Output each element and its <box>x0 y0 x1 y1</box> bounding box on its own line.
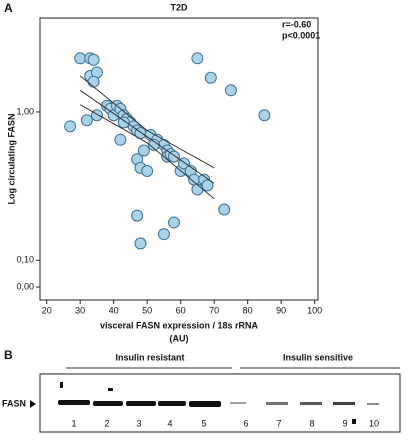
lane-label: 6 <box>243 418 248 428</box>
lane-label: 8 <box>309 418 314 428</box>
point <box>114 133 127 146</box>
fit-line <box>79 75 215 169</box>
annotation: r=-0.60 <box>282 19 311 29</box>
group-label: Insulin sensitive <box>283 352 353 362</box>
annotation: p<0.0001 <box>282 30 320 40</box>
x-tick-label: 20 <box>42 305 52 315</box>
y-tick-label: 1,00 <box>16 106 34 116</box>
x-tick-label: 90 <box>276 305 286 315</box>
x-tick-label: 70 <box>209 305 219 315</box>
marker-label: FASN <box>2 398 26 408</box>
x-tick-label: 30 <box>75 305 85 315</box>
point <box>218 203 231 216</box>
panel-label: A <box>4 1 13 15</box>
point <box>90 109 103 122</box>
plot-frame <box>39 17 319 301</box>
fit-line <box>79 89 215 184</box>
panel-label: B <box>4 348 13 362</box>
point <box>137 144 150 157</box>
x-tick-label: 80 <box>243 305 253 315</box>
point <box>191 183 204 196</box>
lane-label: 10 <box>369 418 379 428</box>
point <box>157 228 170 241</box>
point <box>188 173 201 186</box>
y-tick-label: 0,00 <box>16 281 34 291</box>
point <box>201 179 214 192</box>
point <box>191 52 204 65</box>
x-tick-label: 40 <box>109 305 119 315</box>
point <box>131 209 144 222</box>
lane-label: 1 <box>71 418 76 428</box>
lane-label: 7 <box>276 418 281 428</box>
x-tick-label: 100 <box>307 305 322 315</box>
point <box>258 109 271 122</box>
lane-label: 2 <box>104 418 109 428</box>
group-label: Insulin resistant <box>115 352 184 362</box>
point <box>204 71 217 84</box>
lane-label: 5 <box>201 418 206 428</box>
lane-label: 4 <box>167 418 172 428</box>
lane-label: 9 <box>342 418 347 428</box>
point <box>74 52 87 65</box>
point <box>87 75 100 88</box>
point <box>224 84 237 97</box>
blot-bands <box>58 382 379 424</box>
chart-title: T2D <box>170 2 188 12</box>
x-axis-label: visceral FASN expression / 18s rRNA <box>100 320 259 330</box>
x-tick-label: 60 <box>176 305 186 315</box>
point <box>64 120 77 133</box>
point <box>80 114 93 127</box>
x-tick-label: 50 <box>142 305 152 315</box>
marker-arrow <box>30 400 36 408</box>
fit-line <box>79 104 215 200</box>
y-tick-label: 0,10 <box>16 255 34 265</box>
point <box>167 216 180 229</box>
point <box>141 164 154 177</box>
y-axis-label: Log circulating FASN <box>6 113 16 204</box>
point <box>117 116 130 129</box>
blot-frame <box>39 373 401 433</box>
lane-label: 3 <box>136 418 141 428</box>
x-axis-label: (AU) <box>170 333 189 343</box>
point <box>87 53 100 66</box>
point <box>134 237 147 250</box>
